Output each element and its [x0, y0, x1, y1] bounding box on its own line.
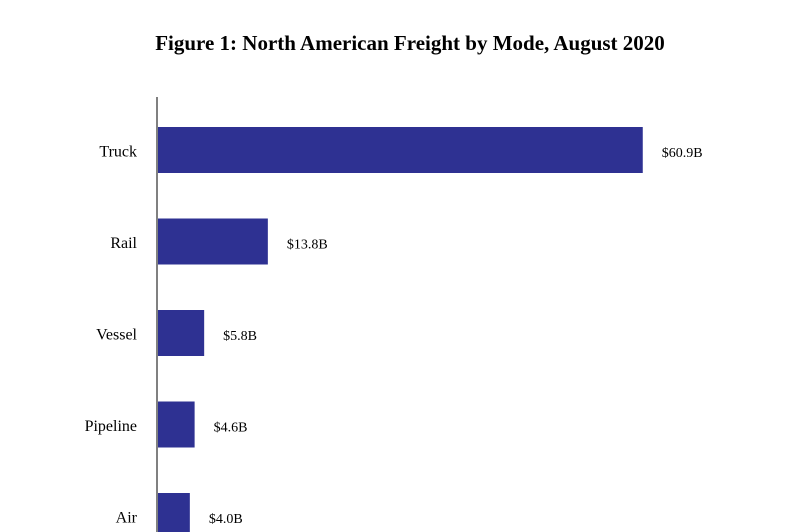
bar: [158, 127, 643, 173]
bar: [158, 218, 268, 265]
y-tick-label: Pipeline: [85, 418, 137, 435]
bar: [158, 493, 190, 532]
bar: [158, 310, 205, 356]
value-label: $5.8B: [223, 329, 257, 344]
y-tick-label: Air: [116, 510, 138, 527]
value-label: $60.9B: [662, 146, 703, 161]
y-tick-label: Truck: [99, 144, 137, 161]
y-tick-label: Vessel: [96, 327, 137, 344]
y-tick-label: Rail: [110, 235, 137, 252]
value-label: $4.0B: [209, 512, 243, 527]
bar: [158, 401, 195, 448]
value-label: $4.6B: [214, 421, 248, 436]
value-label: $13.8B: [287, 238, 328, 253]
chart-title: Figure 1: North American Freight by Mode…: [155, 31, 665, 55]
